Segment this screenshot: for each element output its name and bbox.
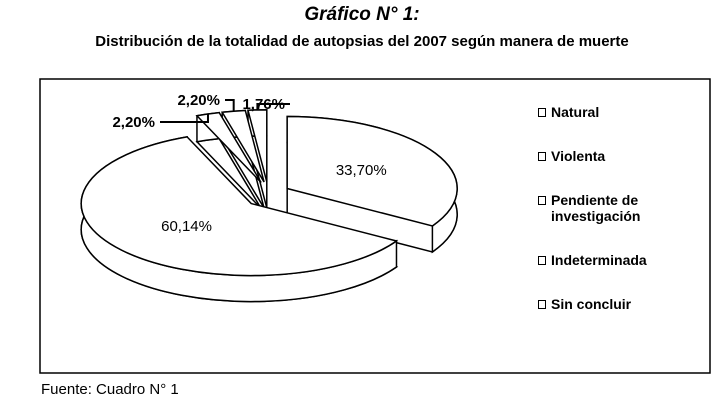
legend-item: Pendiente de investigación <box>538 192 688 224</box>
source-note: Fuente: Cuadro N° 1 <box>41 381 179 398</box>
slice <box>80 136 399 277</box>
legend-item: Indeterminada <box>538 252 688 268</box>
legend-label: Natural <box>551 104 600 120</box>
slice <box>286 115 458 227</box>
legend-item: Natural <box>538 104 688 120</box>
legend-label: Indeterminada <box>551 252 647 268</box>
legend-swatch <box>538 108 546 117</box>
value-label: 60,14% <box>161 218 212 235</box>
legend-swatch <box>538 300 546 309</box>
plot-frame <box>39 78 711 374</box>
leader-line <box>256 103 290 110</box>
legend-swatch <box>538 152 546 161</box>
legend-swatch <box>538 256 546 265</box>
pie: 33,70% 60,14% 2,20% 2,20% 1,76% <box>80 92 458 303</box>
chart-title: Gráfico N° 1: <box>304 4 419 25</box>
legend-label: Violenta <box>551 148 606 164</box>
value-label: 1,76% <box>242 96 285 113</box>
value-label: 2,20% <box>112 114 155 131</box>
slice <box>195 111 262 183</box>
leader-line <box>225 99 235 112</box>
value-label: 2,20% <box>177 92 220 109</box>
chart-subtitle: Distribución de la totalidad de autopsia… <box>95 33 628 50</box>
value-label: 33,70% <box>336 162 387 179</box>
legend-label: Sin concluir <box>551 296 632 312</box>
legend-label: Pendiente de investigación <box>551 192 641 224</box>
legend-swatch <box>538 196 546 205</box>
legend: Natural Violenta Pendiente de investigació… <box>538 104 688 312</box>
leader-line <box>160 114 209 123</box>
legend-item: Violenta <box>538 148 688 164</box>
legend-item: Sin concluir <box>538 296 688 312</box>
